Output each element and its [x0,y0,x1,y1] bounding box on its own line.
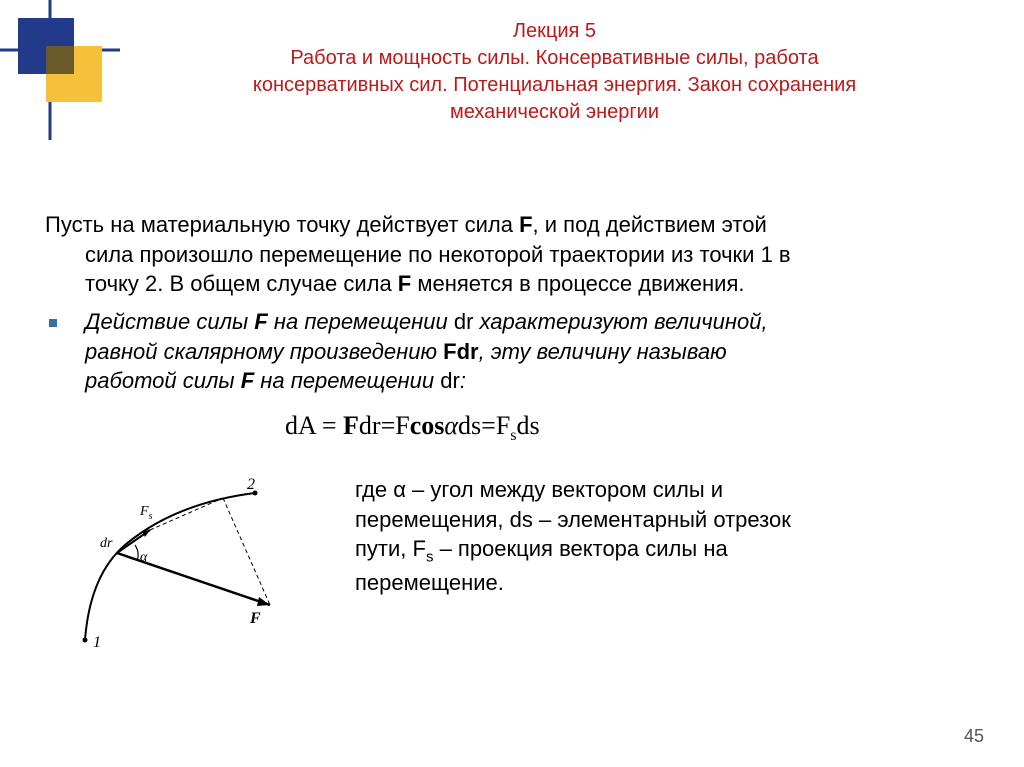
svg-text:Fs: Fs [139,504,153,522]
bp-l2b: , эту величину называю [479,339,727,364]
diagram-row: 1 2 dr F Fs α [45,475,979,655]
explanation-text: где α – угол между вектором силы и перем… [305,475,979,598]
bp-l3b: на перемещении [254,368,440,393]
title-line-2: Работа и мощность силы. Консервативные с… [125,45,984,72]
bp-dr2: dr [440,368,460,393]
exp-l1: где α – угол между вектором силы и [355,477,723,502]
bp-l1c: характеризуют величиной, [473,309,767,334]
svg-text:α: α [140,550,148,565]
svg-text:F: F [249,610,261,627]
bp-l2a: равной скалярному произведению [85,339,443,364]
bp-l3c: : [460,368,466,393]
bp-l1b: на перемещении [268,309,454,334]
p1-line3b: меняется в процессе движения. [411,271,744,296]
p1-F2: F [398,271,411,296]
f-dr: dr [359,411,381,440]
slide-title: Лекция 5 Работа и мощность силы. Консерв… [125,18,984,126]
svg-text:1: 1 [93,634,101,651]
f-ds1: ds=F [458,411,510,440]
title-line-4: механической энергии [125,99,984,126]
exp-l3b: – проекция вектора силы на [433,536,727,561]
p1-line3a: точку 2. В общем случае сила [85,271,398,296]
p1-text: Пусть на материальную точку действует си… [45,212,519,237]
title-line-1: Лекция 5 [125,18,984,45]
f-alpha: α [444,411,458,440]
p1-line2: сила произошло перемещение по некоторой … [85,242,791,267]
f-eq1: =F [381,411,410,440]
slide-content: Пусть на материальную точку действует си… [45,210,979,655]
bp-F2: F [241,368,254,393]
f-F: F [343,411,359,440]
bp-Fdr: Fdr [443,339,478,364]
svg-text:2: 2 [247,476,255,493]
bp-l1a: Действие силы [85,309,254,334]
exp-l3a: пути, F [355,536,426,561]
p1-F: F [519,212,532,237]
exp-l2: перемещения, ds – элементарный отрезок [355,507,791,532]
formula: dA = Fdr=Fcosαds=Fsds [285,408,979,447]
page-number: 45 [964,726,984,747]
title-line-3: консервативных сил. Потенциальная энерги… [125,72,984,99]
p1-text: , и под действием этой [533,212,767,237]
force-diagram: 1 2 dr F Fs α [55,475,305,655]
f-dA: dA = [285,411,343,440]
bp-F1: F [254,309,267,334]
f-ds2: ds [517,411,540,440]
paragraph-1: Пусть на материальную точку действует си… [45,210,979,299]
svg-text:dr: dr [100,536,113,551]
header-decoration [0,0,120,140]
bp-l3a: работой силы [85,368,241,393]
bullet-paragraph: Действие силы F на перемещении dr характ… [45,307,979,396]
f-cos: cos [410,411,445,440]
exp-l4: перемещение. [355,570,504,595]
bp-dr1: dr [454,309,474,334]
bullet-icon [49,319,57,327]
